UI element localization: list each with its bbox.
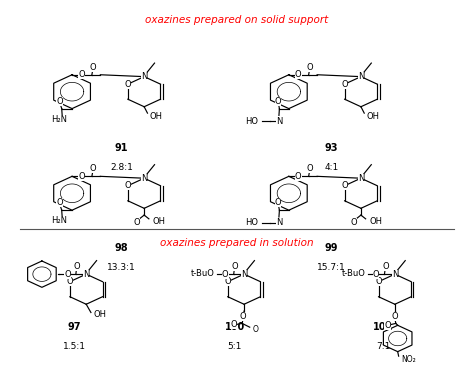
Text: 97: 97 (68, 322, 81, 332)
Text: 4:1: 4:1 (324, 163, 338, 172)
Text: O: O (392, 312, 398, 321)
Text: O: O (78, 70, 85, 79)
Text: N: N (141, 72, 147, 81)
Text: O: O (295, 70, 301, 79)
Text: 5:1: 5:1 (228, 342, 242, 351)
Text: 100: 100 (225, 322, 245, 332)
Text: OH: OH (366, 112, 380, 121)
Text: O: O (222, 269, 228, 279)
Text: N: N (141, 174, 147, 183)
Text: O: O (307, 164, 313, 173)
Text: 1.5:1: 1.5:1 (63, 342, 86, 351)
Text: O: O (73, 262, 80, 271)
Text: 15.7:1: 15.7:1 (317, 263, 346, 272)
Text: O: O (275, 97, 281, 106)
Text: 13.3:1: 13.3:1 (107, 263, 136, 272)
Text: O: O (341, 181, 348, 190)
Text: N: N (276, 116, 282, 125)
Text: O: O (375, 277, 382, 286)
Text: N: N (392, 269, 398, 279)
Text: H₂N: H₂N (51, 114, 67, 124)
Text: O: O (307, 63, 313, 72)
Text: 7:1: 7:1 (376, 342, 390, 351)
Text: O: O (125, 181, 131, 190)
Text: N: N (241, 269, 247, 279)
Text: O: O (56, 198, 63, 207)
Text: t-BuO: t-BuO (342, 269, 365, 278)
Text: H: H (276, 117, 282, 126)
Text: 98: 98 (115, 243, 128, 253)
Text: O: O (133, 218, 140, 227)
Text: O: O (78, 172, 85, 181)
Text: NO₂: NO₂ (401, 355, 416, 364)
Text: O: O (64, 269, 71, 279)
Text: O: O (240, 312, 246, 321)
Text: N: N (83, 269, 90, 279)
Text: H: H (276, 218, 282, 227)
Text: HO: HO (245, 116, 258, 125)
Text: O: O (295, 172, 301, 181)
Text: N: N (358, 72, 364, 81)
Text: O: O (125, 80, 131, 89)
Text: O: O (341, 80, 348, 89)
Text: N: N (276, 218, 282, 227)
Text: OH: OH (369, 217, 383, 226)
Text: O: O (373, 269, 379, 279)
Text: O: O (230, 320, 237, 329)
Text: H₂N: H₂N (51, 216, 67, 225)
Text: HO: HO (245, 218, 258, 227)
Text: oxazines prepared in solution: oxazines prepared in solution (160, 238, 314, 248)
Text: OH: OH (94, 310, 107, 319)
Text: O: O (253, 324, 258, 334)
Text: 99: 99 (325, 243, 338, 253)
Text: O: O (90, 63, 97, 72)
Text: O: O (384, 321, 391, 330)
Text: 91: 91 (115, 143, 128, 153)
Text: 2.8:1: 2.8:1 (110, 163, 133, 172)
Text: 93: 93 (325, 143, 338, 153)
Text: O: O (56, 97, 63, 106)
Text: O: O (66, 277, 73, 286)
Text: N: N (358, 174, 364, 183)
Text: oxazines prepared on solid support: oxazines prepared on solid support (146, 14, 328, 25)
Text: O: O (90, 164, 97, 173)
Text: 101: 101 (373, 322, 393, 332)
Text: O: O (382, 262, 389, 271)
Text: O: O (350, 218, 357, 227)
Text: O: O (224, 277, 231, 286)
Text: OH: OH (150, 112, 163, 121)
Text: t-BuO: t-BuO (191, 269, 215, 278)
Text: O: O (231, 262, 238, 271)
Text: OH: OH (153, 217, 165, 226)
Text: O: O (275, 198, 281, 207)
